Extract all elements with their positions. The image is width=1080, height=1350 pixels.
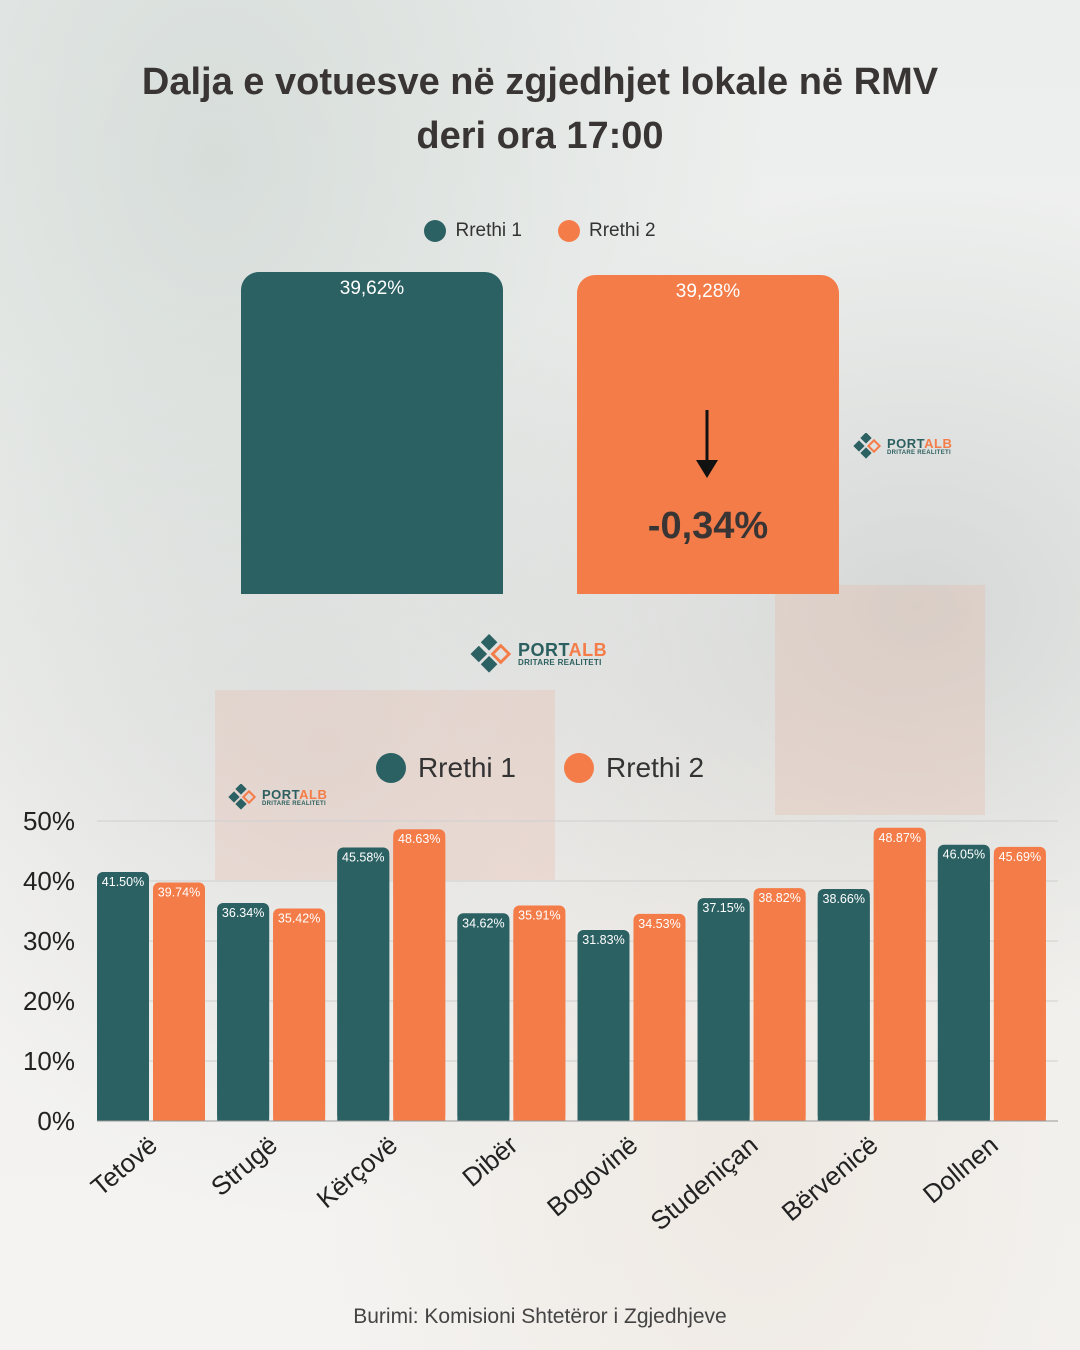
legend-label: Rrethi 1 — [455, 220, 522, 241]
legend-item-rrethi-1: Rrethi 1 — [375, 752, 516, 784]
y-tick-label: 50% — [23, 806, 75, 836]
portalb-logo: PORTALB DRITARE REALITETI — [470, 634, 607, 674]
x-tick-label: Strugë — [205, 1130, 283, 1202]
portalb-logo-icon — [470, 634, 512, 673]
page-title: Dalja e votuesve në zgjedhjet lokale në … — [0, 55, 1080, 163]
bar-base — [993, 854, 1046, 1121]
y-tick-label: 0% — [37, 1106, 75, 1136]
data-label: 34.53% — [638, 917, 680, 931]
bar-rrethi-1: 39,62% — [241, 272, 503, 594]
data-label: 38.82% — [758, 891, 800, 905]
data-label: 34.62% — [462, 916, 504, 930]
legend-label: Rrethi 2 — [589, 220, 656, 241]
legend-dot-icon — [424, 220, 447, 242]
legend-label: Rrethi 2 — [606, 752, 705, 783]
legend-label: Rrethi 1 — [417, 752, 516, 783]
bar-rrethi-2: 39,28% -0,34% — [577, 275, 839, 594]
bar-value-label: 39,62% — [339, 278, 405, 299]
data-label: 46.05% — [943, 848, 985, 862]
data-label: 45.69% — [999, 850, 1041, 864]
bar-base — [217, 910, 270, 1121]
bar-base — [513, 913, 566, 1121]
bar-base — [153, 890, 205, 1121]
bar-base — [697, 906, 750, 1121]
bar-value-label: 39,28% — [675, 281, 741, 302]
portalb-logo-icon — [853, 433, 882, 459]
bar-base — [393, 837, 446, 1121]
data-label: 41.50% — [102, 875, 144, 889]
data-label: 45.58% — [342, 851, 384, 865]
data-label: 48.63% — [398, 832, 440, 846]
bar-base — [337, 855, 390, 1121]
flag-decoration — [775, 585, 985, 815]
bar-base — [97, 880, 149, 1121]
data-label: 36.34% — [222, 906, 264, 920]
portalb-logo: PORTALB DRITARE REALITETI — [853, 433, 952, 459]
legend-item-rrethi-2: Rrethi 2 — [564, 752, 704, 784]
data-label: 48.87% — [879, 831, 921, 845]
data-label: 31.83% — [582, 933, 624, 947]
bar-base — [457, 921, 510, 1121]
turnout-bar-chart: 0% 10% 20% 30% 40% 50% 41.50% 39.74% Tetovë 36.34… — [23, 806, 1058, 1237]
data-label: 37.15% — [702, 901, 744, 915]
portalb-logo-icon — [228, 784, 257, 810]
bar-base — [273, 916, 326, 1121]
x-tick-label: Dollnen — [917, 1130, 1004, 1210]
legend-dot-icon — [558, 220, 580, 242]
down-arrow-icon — [696, 410, 718, 478]
bar-base — [937, 852, 990, 1121]
data-label: 38.66% — [823, 892, 865, 906]
y-tick-label: 40% — [23, 866, 75, 896]
x-tick-label: Tetovë — [85, 1130, 163, 1202]
x-tick-label: Bogovinë — [541, 1130, 643, 1223]
title-line-2: deri ora 17:00 — [416, 115, 664, 157]
title-line-1: Dalja e votuesve në zgjedhjet lokale në … — [141, 61, 939, 103]
legend-dot-icon — [375, 753, 406, 783]
bar-base — [753, 896, 806, 1121]
top-legend: Rrethi 1 Rrethi 2 — [0, 220, 1080, 242]
portalb-logo: PORTALB DRITARE REALITETI — [228, 784, 327, 810]
bar-base — [873, 835, 926, 1121]
bar-base — [633, 921, 686, 1121]
chart-legend: Rrethi 1 Rrethi 2 — [0, 752, 1080, 784]
bar-base — [577, 938, 630, 1121]
source-note: Burimi: Komisioni Shtetëror i Zgjedhjeve — [353, 1305, 727, 1328]
x-tick-label: Kërçovë — [311, 1130, 403, 1214]
data-label: 39.74% — [158, 886, 200, 900]
legend-dot-icon — [564, 753, 594, 783]
difference-value: -0,34% — [647, 505, 769, 547]
y-tick-label: 20% — [23, 986, 75, 1016]
legend-item-rrethi-2: Rrethi 2 — [558, 220, 656, 242]
x-tick-label: Bërvenicë — [776, 1130, 884, 1227]
y-tick-label: 10% — [23, 1046, 75, 1076]
x-tick-label: Dibër — [456, 1129, 523, 1192]
data-label: 35.42% — [278, 911, 320, 925]
bar-base — [817, 897, 870, 1121]
x-tick-label: Studeniçan — [645, 1130, 764, 1237]
data-label: 35.91% — [518, 909, 560, 923]
y-tick-label: 30% — [23, 926, 75, 956]
legend-item-rrethi-1: Rrethi 1 — [424, 220, 522, 242]
